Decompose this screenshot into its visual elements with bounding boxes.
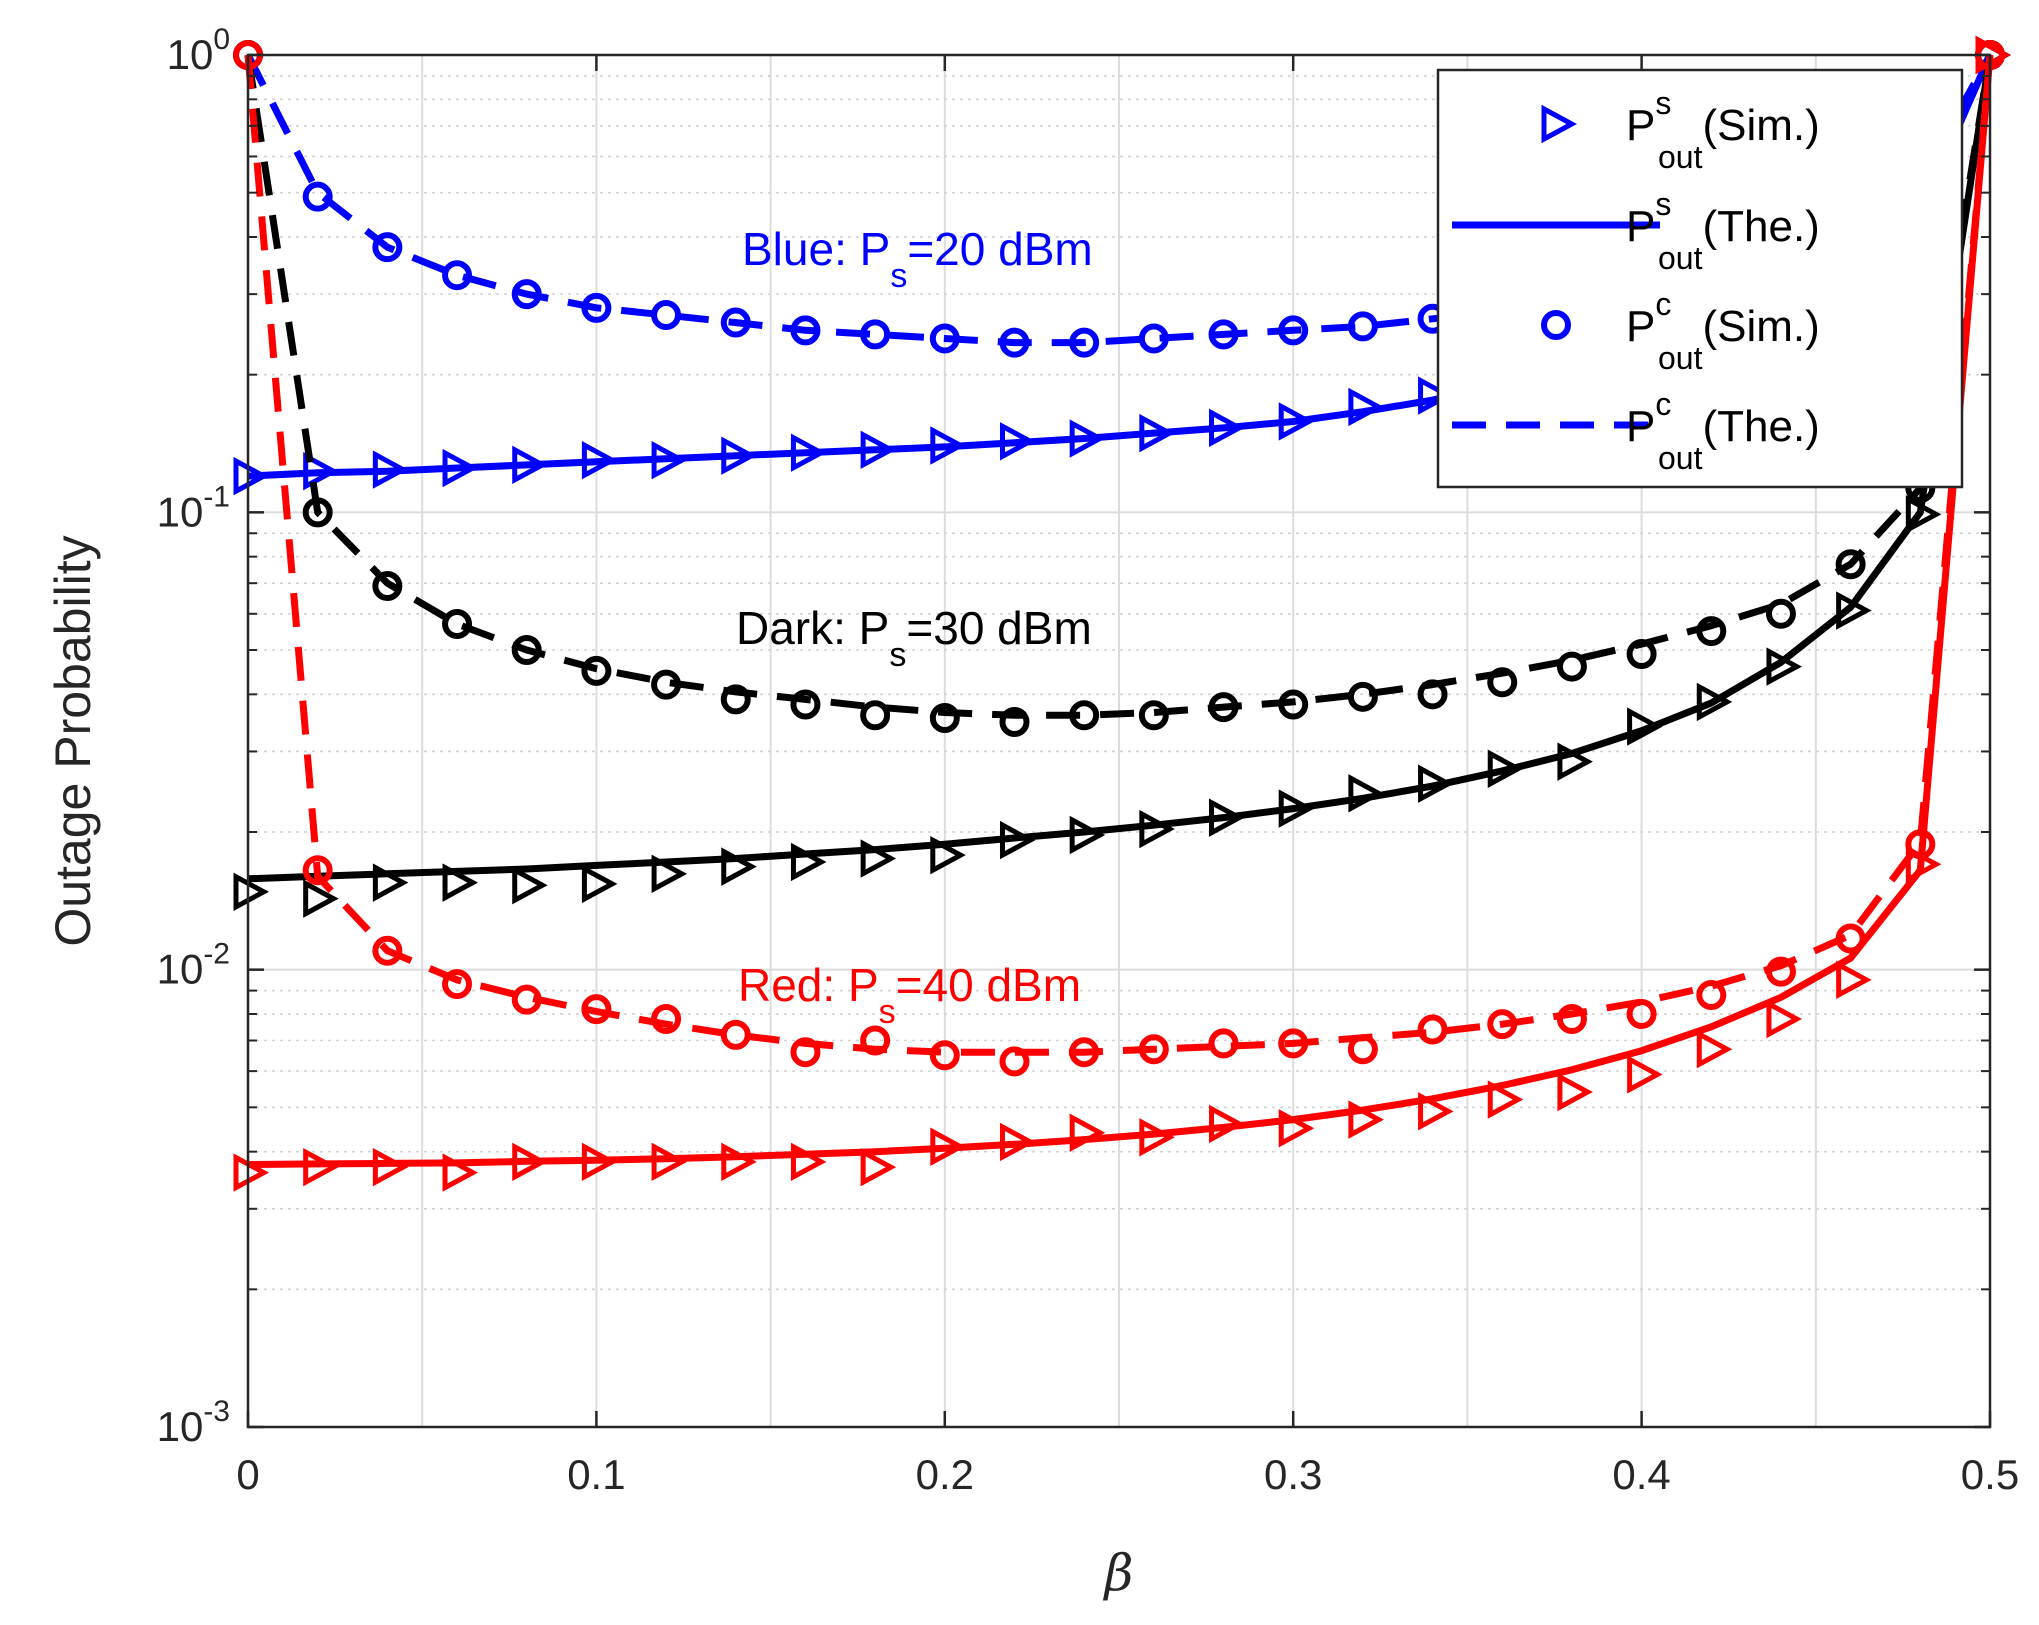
triangle-marker bbox=[442, 863, 479, 902]
circle-marker bbox=[1347, 681, 1378, 712]
y-tick-label: 100 bbox=[167, 23, 230, 78]
triangle-marker bbox=[233, 872, 270, 911]
triangle-marker bbox=[1696, 1030, 1733, 1069]
triangle-marker bbox=[1696, 682, 1733, 722]
circle-marker bbox=[929, 1040, 960, 1071]
y-tick-label: 10-3 bbox=[157, 1395, 230, 1450]
circle-marker bbox=[1696, 980, 1727, 1011]
series-red-pc-theory bbox=[244, 54, 1994, 1056]
triangle-marker bbox=[303, 879, 339, 918]
dark-annotation: Dark: Ps=30 dBm bbox=[736, 602, 1092, 674]
circle-marker bbox=[1556, 651, 1587, 682]
circle-marker bbox=[929, 703, 960, 734]
legend-box bbox=[1436, 68, 1964, 489]
x-axis-label: β bbox=[1103, 1544, 1134, 1602]
triangle-marker bbox=[1836, 960, 1872, 1000]
x-tick-label: 0.1 bbox=[567, 1451, 625, 1498]
blue-annotation: Blue: Ps=20 dBm bbox=[742, 223, 1093, 295]
triangle-marker bbox=[1418, 764, 1454, 803]
series-dark-ps-theory bbox=[247, 54, 1994, 883]
x-tick-label: 0.4 bbox=[1612, 1451, 1670, 1498]
circle-marker bbox=[372, 232, 403, 263]
circle-marker bbox=[1835, 549, 1866, 580]
series-red-ps-theory bbox=[247, 54, 1994, 1168]
circle-marker bbox=[860, 700, 891, 731]
y-tick-label: 10-2 bbox=[157, 938, 230, 993]
triangle-marker bbox=[512, 866, 548, 905]
circle-marker bbox=[1138, 700, 1169, 731]
triangle-marker bbox=[1627, 707, 1663, 746]
circle-marker bbox=[581, 994, 612, 1025]
circle-marker bbox=[790, 689, 821, 720]
triangle-marker bbox=[372, 1147, 409, 1187]
x-tick-label: 0 bbox=[236, 1451, 259, 1498]
circle-marker bbox=[442, 969, 473, 1000]
circle-marker bbox=[372, 935, 403, 966]
circle-marker bbox=[1626, 998, 1657, 1029]
triangle-marker bbox=[1418, 1092, 1454, 1131]
circle-marker bbox=[720, 684, 751, 715]
legend: Ps out(Sim.) Ps out(The.) Pc out(Sim.) Pc out(T… bbox=[1436, 68, 1964, 489]
triangle-marker bbox=[1557, 1072, 1593, 1112]
y-tick-label: 10-1 bbox=[157, 480, 230, 535]
circle-marker bbox=[442, 608, 473, 639]
circle-marker bbox=[1765, 598, 1796, 629]
circle-marker bbox=[372, 571, 403, 602]
triangle-marker bbox=[1487, 1080, 1524, 1119]
legend-entry-label: Ps out(The.) bbox=[1626, 186, 1820, 276]
circle-marker bbox=[302, 181, 333, 212]
y-axis-label: Outage Probability bbox=[45, 535, 101, 946]
triangle-marker bbox=[1627, 1055, 1663, 1094]
triangle-marker bbox=[860, 1147, 897, 1187]
axis-ticks: 0 0.1 0.2 0.3 0.4 0.5 100 10-1 10-2 10-3 bbox=[157, 23, 2020, 1498]
triangle-marker bbox=[651, 854, 688, 894]
x-tick-label: 0.2 bbox=[916, 1451, 974, 1498]
x-tick-label: 0.5 bbox=[1961, 1451, 2019, 1498]
series-line bbox=[244, 54, 1994, 1056]
x-tick-label: 0.3 bbox=[1264, 1451, 1322, 1498]
circle-marker bbox=[302, 855, 333, 886]
legend-circle-icon bbox=[1541, 310, 1571, 340]
triangle-marker bbox=[233, 456, 270, 496]
legend-entry-label: Ps out(Sim.) bbox=[1626, 85, 1820, 175]
plot-frame bbox=[246, 53, 1992, 1429]
legend-entry-label: Pc out(The.) bbox=[1626, 386, 1820, 476]
annotations: Blue: Ps=20 dBm Dark: Ps=30 dBm Red: Ps=40… bbox=[736, 223, 1093, 1031]
triangle-marker bbox=[1766, 999, 1802, 1039]
legend-entry-label: Pc out(Sim.) bbox=[1626, 286, 1820, 376]
red-annotation: Red: Ps=40 dBm bbox=[738, 959, 1081, 1031]
circle-marker bbox=[581, 655, 612, 686]
series-line bbox=[247, 54, 1994, 1168]
series-dark-pc-theory bbox=[244, 54, 1994, 719]
triangle-marker bbox=[1209, 1104, 1245, 1144]
triangle-marker bbox=[1487, 749, 1524, 788]
circle-marker bbox=[1417, 1014, 1448, 1045]
series-line bbox=[244, 54, 1994, 719]
triangle-marker bbox=[581, 864, 618, 904]
circle-marker bbox=[999, 706, 1030, 737]
series-line bbox=[247, 54, 1994, 883]
legend-triangle-icon bbox=[1541, 104, 1578, 144]
circle-marker bbox=[999, 1046, 1030, 1077]
